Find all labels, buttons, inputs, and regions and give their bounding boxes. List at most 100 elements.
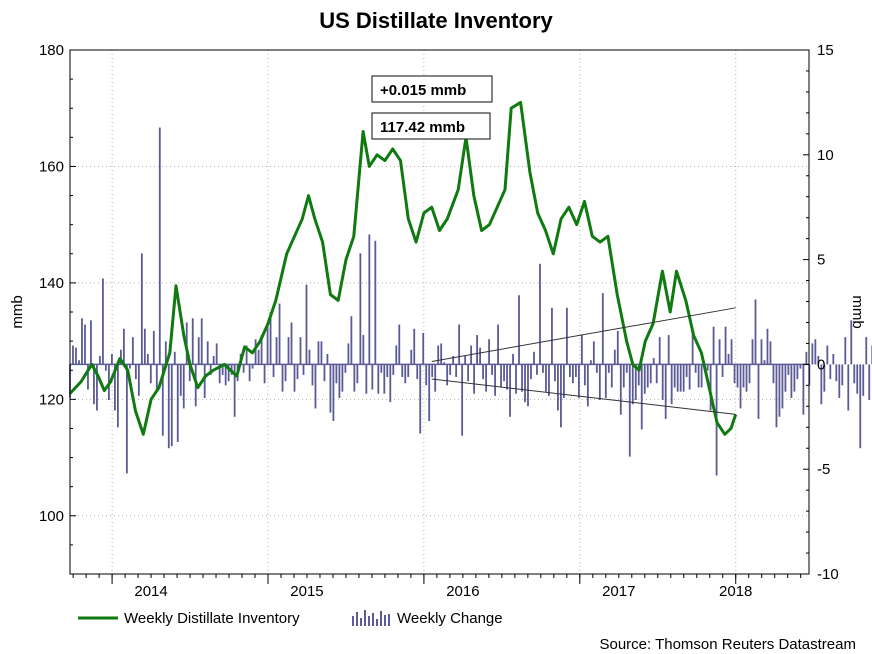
- weekly-change-bar: [293, 364, 296, 392]
- weekly-change-bar: [733, 364, 736, 384]
- weekly-change-bar: [742, 364, 745, 388]
- weekly-change-bar: [754, 299, 757, 365]
- weekly-change-bar: [625, 364, 628, 373]
- weekly-change-bar: [631, 364, 634, 405]
- weekly-change-bar: [601, 293, 604, 365]
- weekly-change-bar: [374, 240, 377, 365]
- weekly-change-bar: [380, 364, 383, 373]
- weekly-change-bar: [72, 345, 74, 365]
- legend-bar: [368, 616, 370, 626]
- weekly-change-bar: [554, 364, 556, 382]
- weekly-change-bar: [577, 364, 580, 398]
- weekly-change-bar: [829, 364, 832, 380]
- weekly-change-bar: [224, 364, 227, 386]
- weekly-change-bar: [745, 364, 748, 392]
- legend-bar: [364, 610, 366, 626]
- legend-bar: [372, 613, 374, 626]
- weekly-change-bar: [524, 364, 526, 403]
- grid: [70, 50, 809, 574]
- weekly-change-bar: [263, 364, 266, 384]
- weekly-change-bar: [90, 320, 92, 365]
- weekly-change-bar: [658, 337, 661, 365]
- weekly-change-bar: [697, 364, 700, 388]
- weekly-change-bar: [344, 364, 347, 373]
- weekly-change-bar: [838, 364, 841, 398]
- weekly-change-bar: [152, 330, 155, 365]
- legend-bar-swatch: [352, 610, 390, 626]
- weekly-change-bar: [114, 364, 116, 411]
- weekly-change-bar: [278, 303, 281, 365]
- left-tick-label: 180: [39, 42, 64, 59]
- weekly-change-bar: [260, 335, 263, 365]
- weekly-change-bar: [248, 364, 251, 382]
- weekly-change-bar: [284, 364, 287, 382]
- weekly-change-bar: [353, 364, 356, 392]
- weekly-change-bar: [320, 341, 323, 365]
- weekly-change-bar: [146, 353, 149, 365]
- weekly-change-bar: [87, 364, 89, 390]
- weekly-change-bar: [736, 364, 739, 388]
- weekly-change-bar: [296, 364, 299, 380]
- weekly-change-bar: [179, 364, 182, 396]
- annotation-leader: [431, 378, 736, 415]
- weekly-change-bar: [398, 324, 401, 365]
- x-year-label: 2014: [134, 583, 167, 600]
- weekly-change-bar: [832, 353, 835, 365]
- source-note: Source: Thomson Reuters Datastream: [599, 636, 856, 653]
- weekly-change-bar: [664, 364, 667, 419]
- weekly-change-bar: [796, 364, 799, 380]
- right-tick-label: 10: [817, 147, 834, 164]
- weekly-change-bar: [140, 253, 143, 365]
- inventory-line: [68, 100, 738, 436]
- weekly-change-bar: [218, 364, 221, 384]
- weekly-change-bar: [823, 364, 826, 392]
- weekly-change-bar: [443, 362, 446, 365]
- legend-label-inventory: Weekly Distillate Inventory: [124, 610, 300, 627]
- weekly-change-bar: [814, 339, 817, 365]
- weekly-change-bar: [161, 364, 164, 436]
- weekly-change-bar: [164, 341, 167, 365]
- weekly-change-bar: [817, 356, 820, 365]
- weekly-change-bar: [826, 345, 829, 365]
- weekly-change-bar: [233, 364, 236, 417]
- weekly-change-bar: [419, 364, 422, 434]
- weekly-change-bar: [781, 364, 784, 409]
- weekly-change-bar: [173, 351, 176, 365]
- weekly-change-bar: [149, 364, 152, 384]
- weekly-change-bar: [221, 364, 224, 375]
- weekly-change-bar: [167, 364, 170, 449]
- weekly-change-bar: [607, 364, 610, 373]
- weekly-change-bar: [850, 320, 853, 365]
- weekly-change-bar: [491, 364, 493, 375]
- weekly-change-bar: [655, 364, 658, 384]
- left-tick-label: 100: [39, 508, 64, 525]
- weekly-change-bar: [649, 364, 652, 384]
- annotation-leader: [431, 307, 736, 362]
- weekly-change-bar: [473, 364, 476, 394]
- weekly-change-bar: [503, 364, 505, 382]
- weekly-change-bar: [341, 364, 344, 392]
- weekly-change-bar: [446, 364, 449, 386]
- weekly-change-bar: [335, 364, 338, 384]
- weekly-change-bar: [455, 364, 458, 377]
- weekly-change-bar: [539, 263, 541, 365]
- weekly-change-bar: [497, 324, 499, 365]
- weekly-change-bar: [751, 339, 754, 365]
- weekly-change-bar: [257, 349, 260, 365]
- weekly-change-bar: [467, 364, 470, 382]
- weekly-change-bar: [203, 364, 206, 398]
- weekly-change-bar: [637, 364, 640, 386]
- weekly-change-bar: [551, 307, 553, 365]
- weekly-change-bar: [122, 328, 125, 365]
- legend-bar: [360, 618, 362, 626]
- weekly-change-bar: [763, 360, 766, 365]
- weekly-change-bar: [604, 364, 607, 398]
- weekly-change-bar: [266, 326, 269, 365]
- annotation-box: [371, 112, 491, 140]
- left-tick-label: 140: [39, 275, 64, 292]
- weekly-change-bar: [802, 364, 805, 415]
- weekly-change-bar: [269, 312, 272, 365]
- weekly-change-bar: [368, 234, 371, 365]
- weekly-change-bar: [679, 364, 682, 392]
- weekly-change-bar: [401, 364, 404, 377]
